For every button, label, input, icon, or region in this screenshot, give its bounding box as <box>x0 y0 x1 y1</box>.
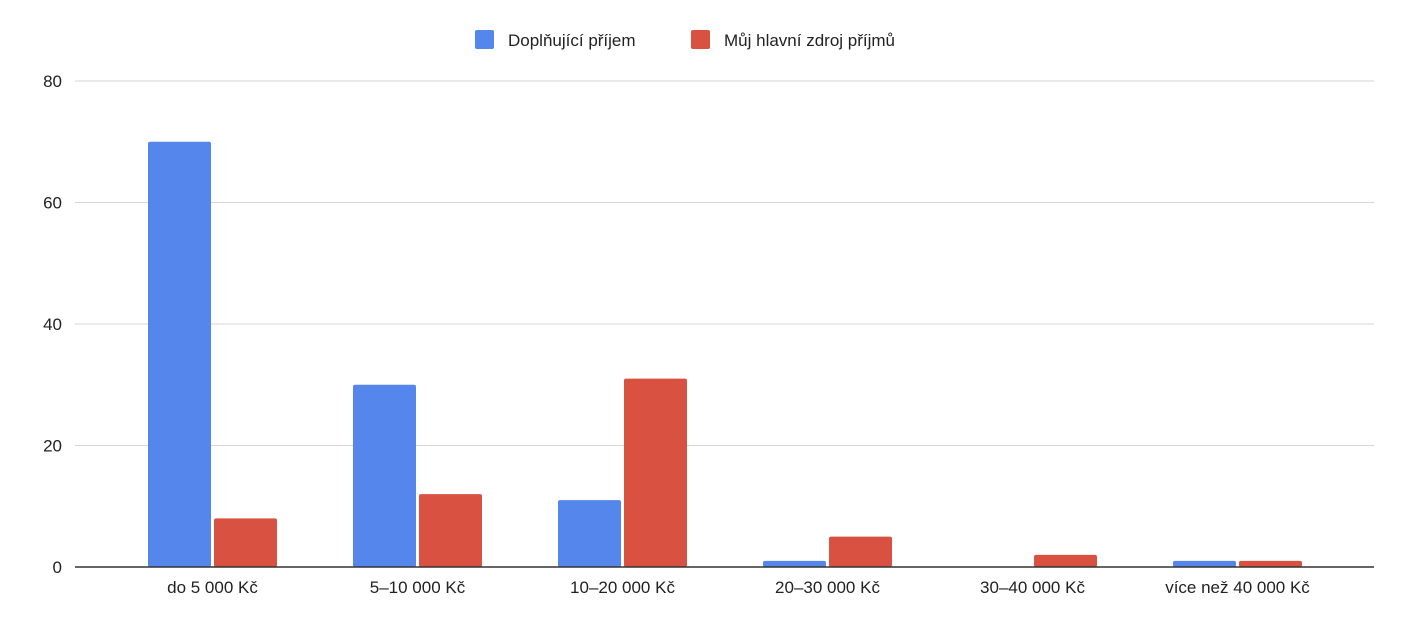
legend-item-0[interactable]: Doplňující příjem <box>475 30 636 50</box>
y-tick-label: 80 <box>43 72 62 91</box>
bar-1-0[interactable] <box>214 518 277 567</box>
bar-0-2[interactable] <box>558 500 621 567</box>
legend-item-1[interactable]: Můj hlavní zdroj příjmů <box>691 30 895 50</box>
gridlines <box>75 80 1374 446</box>
x-tick-label: 10–20 000 Kč <box>570 578 675 597</box>
y-tick-label: 60 <box>43 194 62 213</box>
legend-label-0: Doplňující příjem <box>508 31 636 50</box>
bar-1-2[interactable] <box>624 378 687 567</box>
bar-1-3[interactable] <box>829 536 892 567</box>
x-tick-label: 20–30 000 Kč <box>775 578 880 597</box>
x-axis-ticks: do 5 000 Kč 5–10 000 Kč 10–20 000 Kč 20–30 … <box>167 578 1310 597</box>
bar-1-1[interactable] <box>419 494 482 567</box>
x-tick-label: více než 40 000 Kč <box>1165 578 1310 597</box>
legend-swatch-0 <box>475 30 494 49</box>
bar-0-1[interactable] <box>353 384 416 567</box>
x-tick-label: 5–10 000 Kč <box>370 578 466 597</box>
y-tick-label: 0 <box>53 558 62 577</box>
x-tick-label: do 5 000 Kč <box>167 578 258 597</box>
y-tick-label: 20 <box>43 437 62 456</box>
legend-label-1: Můj hlavní zdroj příjmů <box>724 31 895 50</box>
y-axis-ticks: 0 20 40 60 80 <box>43 72 62 577</box>
legend-swatch-1 <box>691 30 710 49</box>
bar-1-4[interactable] <box>1034 554 1097 567</box>
y-tick-label: 40 <box>43 315 62 334</box>
bar-0-3[interactable] <box>763 560 826 567</box>
bar-0-0[interactable] <box>148 141 211 567</box>
bar-0-5[interactable] <box>1173 560 1236 567</box>
x-tick-label: 30–40 000 Kč <box>980 578 1085 597</box>
bar-1-5[interactable] <box>1239 560 1302 567</box>
bars <box>148 141 1302 567</box>
legend: Doplňující příjem Můj hlavní zdroj příjm… <box>475 30 895 50</box>
